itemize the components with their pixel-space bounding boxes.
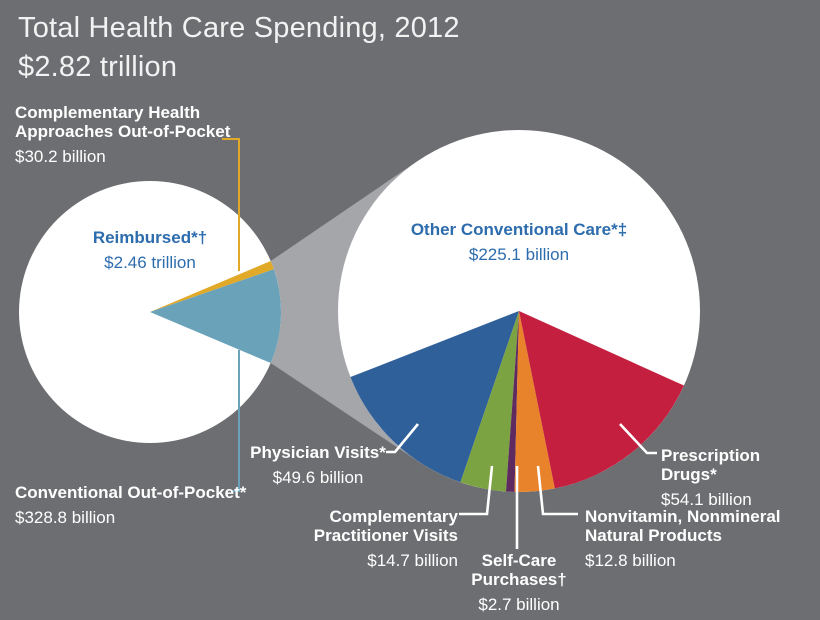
slice-self-care-purchases <box>505 311 519 492</box>
label-line: Purchases† <box>471 570 567 589</box>
label-line: Approaches Out-of-Pocket <box>15 122 231 141</box>
slice-conventional-out-of-pocket <box>150 269 282 364</box>
prescription-drugs-label: Prescription Drugs* $54.1 billion <box>661 446 820 509</box>
leader-prescription-drugs <box>619 423 657 455</box>
label-value: $2.7 billion <box>478 595 560 614</box>
reimbursed-label: Reimbursed*† $2.46 trillion <box>50 228 250 272</box>
slice-physician-visits <box>350 311 519 483</box>
label-line: Practitioner Visits <box>313 526 458 545</box>
physician-visits-label: Physician Visits* $49.6 billion <box>248 443 388 487</box>
label-value: $2.46 trillion <box>104 253 196 272</box>
complementary-health-oop-label: Complementary Health Approaches Out-of-P… <box>15 103 230 166</box>
label-value: $54.1 billion <box>661 490 752 509</box>
label-value: $12.8 billion <box>585 551 676 570</box>
chart-title-line2: $2.82 trillion <box>18 51 178 83</box>
slice-complementary-health-approaches-out-of-pocket <box>150 260 274 312</box>
leader-complementary-practitioner <box>459 465 494 516</box>
label-value: $225.1 billion <box>468 245 570 264</box>
complementary-practitioner-label: Complementary Practitioner Visits $14.7 … <box>300 507 458 570</box>
conventional-oop-label: Conventional Out-of-Pocket* $328.8 billi… <box>15 483 246 527</box>
label-value: $14.7 billion <box>367 551 458 570</box>
label-line: Physician Visits* <box>250 443 386 462</box>
label-line: Complementary Health <box>15 103 201 122</box>
label-value: $30.2 billion <box>15 147 106 166</box>
slice-nonvitamin-nonmineral-natural-products <box>514 311 555 492</box>
label-line: Conventional Out-of-Pocket* <box>15 483 247 502</box>
self-care-purchases-label: Self-Care Purchases† $2.7 billion <box>460 551 578 614</box>
label-line: Reimbursed*† <box>92 228 208 247</box>
leader-nonvitamin-products <box>536 465 578 516</box>
label-value: $328.8 billion <box>15 508 116 527</box>
label-line: Prescription Drugs* <box>661 446 761 484</box>
connector-complementary-health <box>222 138 240 271</box>
label-line: Complementary <box>329 507 458 526</box>
label-line: Nonvitamin, Nonmineral <box>585 507 781 526</box>
nonvitamin-products-label: Nonvitamin, Nonmineral Natural Products … <box>585 507 781 570</box>
label-value: $49.6 billion <box>272 468 364 487</box>
label-line: Self-Care <box>481 551 557 570</box>
chart-title: Total Health Care Spending, 2012 $2.82 t… <box>18 9 460 87</box>
other-conventional-care-label: Other Conventional Care*‡ $225.1 billion <box>404 220 634 264</box>
label-line: Natural Products <box>585 526 722 545</box>
label-line: Other Conventional Care*‡ <box>410 220 628 239</box>
connector-conventional-oop <box>232 350 240 492</box>
chart-title-line1: Total Health Care Spending, 2012 <box>18 12 460 44</box>
leader-physician-visits <box>386 423 420 454</box>
slice-prescription-drugs <box>519 311 684 489</box>
slice-complementary-practitioner-visits <box>460 311 519 492</box>
